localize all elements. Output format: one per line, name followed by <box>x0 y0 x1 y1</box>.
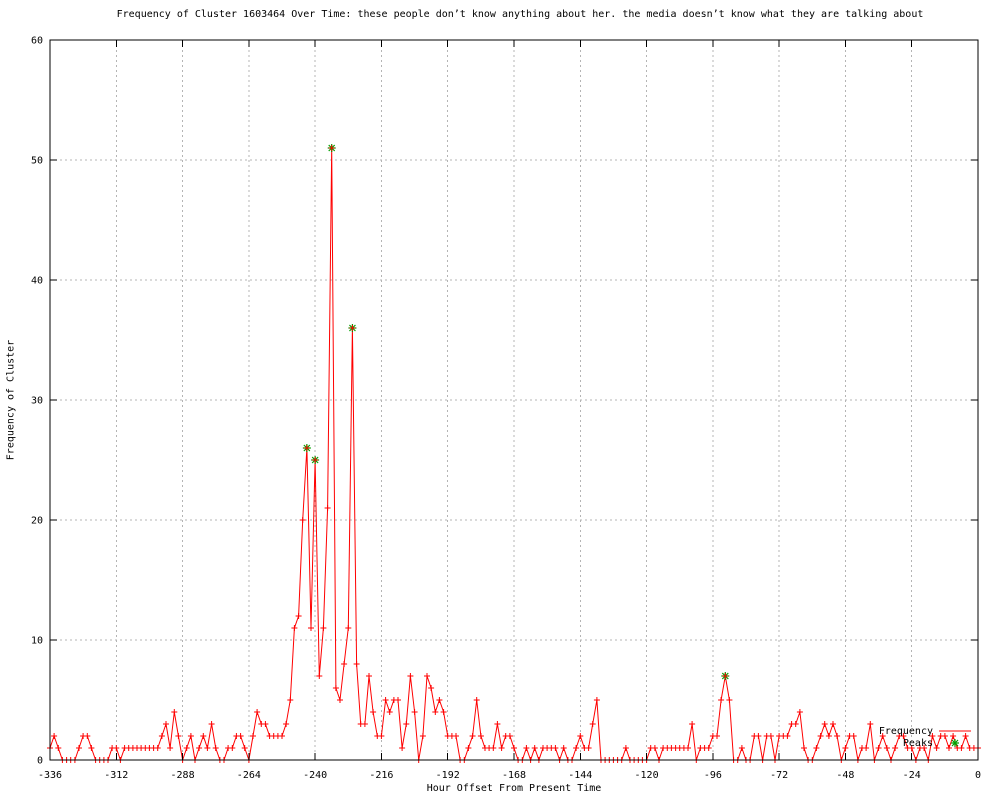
x-tick-label: -120 <box>635 770 659 781</box>
x-tick-label: -96 <box>704 770 722 781</box>
y-tick-label: 0 <box>37 756 43 767</box>
x-tick-label: -144 <box>568 770 592 781</box>
peak-point-marker <box>312 457 319 463</box>
x-tick-label: -312 <box>104 770 128 781</box>
x-axis-title: Hour Offset From Present Time <box>426 783 602 794</box>
x-tick-label: -288 <box>171 770 195 781</box>
tick-labels: -336 -312 -288 -264 -240 -216 -192 -168 -144 -120… <box>31 36 981 782</box>
y-tick-label: 50 <box>31 156 43 167</box>
axis-ticks <box>49 39 979 761</box>
y-tick-label: 20 <box>31 516 43 527</box>
legend-line-sample <box>936 726 974 736</box>
x-tick-label: -264 <box>237 770 261 781</box>
peak-point-marker <box>349 325 356 331</box>
chart-title: Frequency of Cluster 1603464 Over Time: … <box>116 9 924 20</box>
peak-markers <box>302 144 730 680</box>
legend-label-peaks: Peaks <box>902 737 933 749</box>
x-tick-label: -240 <box>303 770 327 781</box>
peak-point-marker <box>328 145 335 151</box>
y-tick-label: 10 <box>31 636 43 647</box>
x-tick-label: -168 <box>502 770 526 781</box>
x-tick-label: -192 <box>436 770 460 781</box>
legend-peak-sample <box>936 738 974 748</box>
frequency-line <box>49 147 978 762</box>
y-tick-label: 30 <box>31 396 43 407</box>
legend: Frequency Peaks <box>879 725 974 749</box>
legend-row-peaks: Peaks <box>879 737 974 749</box>
x-tick-label: -216 <box>369 770 393 781</box>
x-tick-label: 0 <box>975 770 981 781</box>
x-tick-label: -48 <box>836 770 854 781</box>
x-tick-label: -72 <box>770 770 788 781</box>
x-tick-label: -336 <box>38 770 62 781</box>
legend-row-frequency: Frequency <box>879 725 974 737</box>
legend-label-frequency: Frequency <box>878 725 933 737</box>
y-tick-label: 60 <box>31 36 43 47</box>
gridlines <box>50 40 978 760</box>
x-tick-label: -24 <box>903 770 921 781</box>
y-tick-label: 40 <box>31 276 43 287</box>
peak-point-marker <box>722 673 729 679</box>
peak-point-marker <box>303 445 310 451</box>
